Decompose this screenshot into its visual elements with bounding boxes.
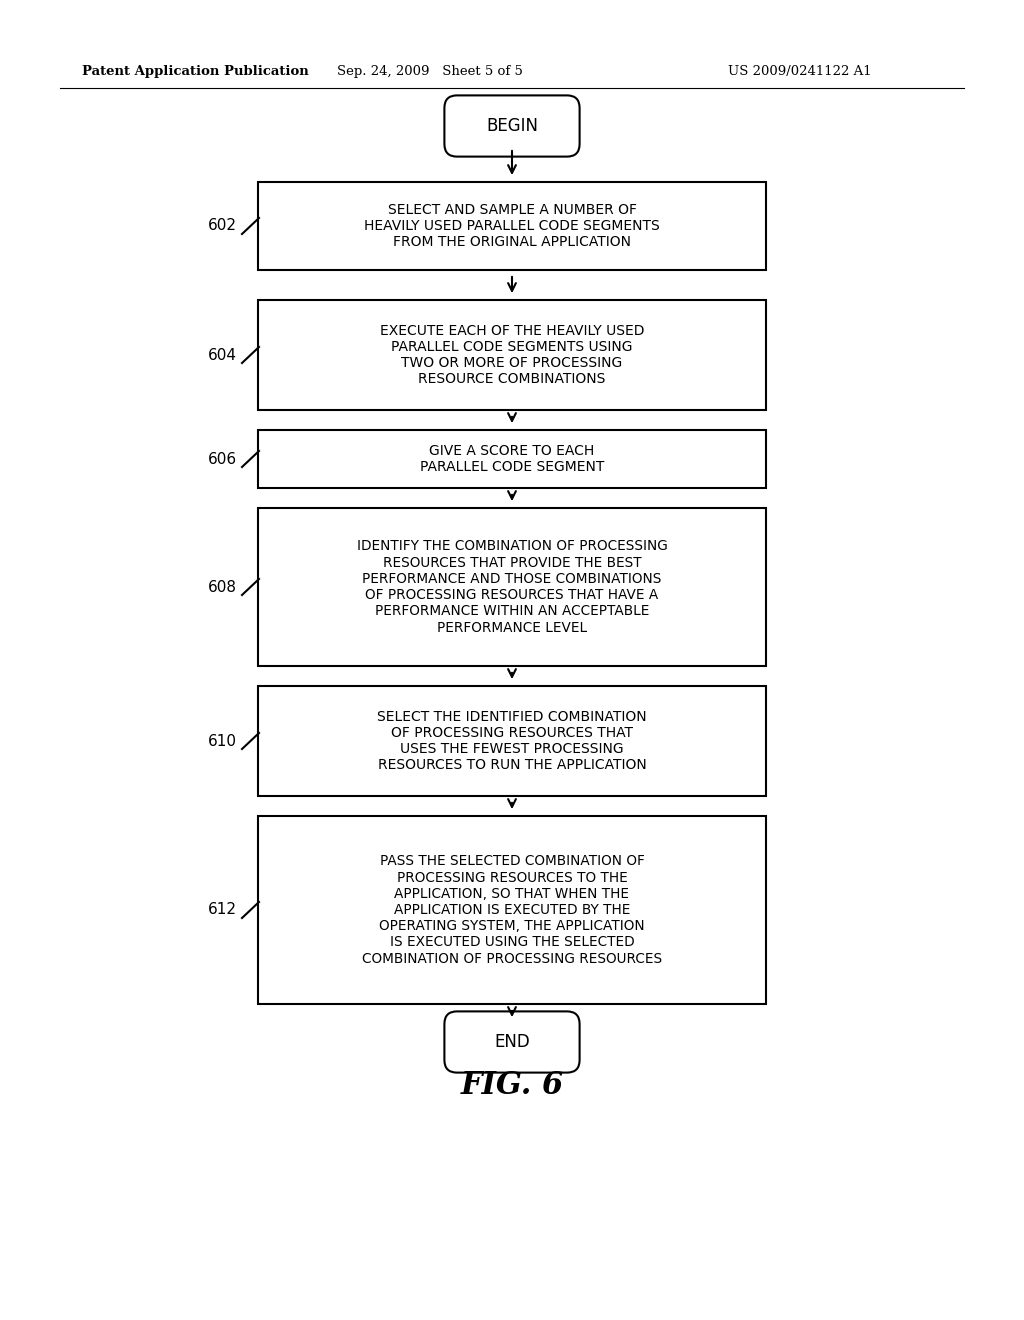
Text: IDENTIFY THE COMBINATION OF PROCESSING
RESOURCES THAT PROVIDE THE BEST
PERFORMAN: IDENTIFY THE COMBINATION OF PROCESSING R… bbox=[356, 540, 668, 635]
Text: 608: 608 bbox=[208, 579, 237, 594]
FancyBboxPatch shape bbox=[444, 95, 580, 157]
Text: Patent Application Publication: Patent Application Publication bbox=[82, 66, 309, 78]
Text: END: END bbox=[495, 1034, 529, 1051]
Text: GIVE A SCORE TO EACH
PARALLEL CODE SEGMENT: GIVE A SCORE TO EACH PARALLEL CODE SEGME… bbox=[420, 444, 604, 474]
Text: BEGIN: BEGIN bbox=[486, 117, 538, 135]
Bar bbox=[258, 508, 766, 667]
Text: 606: 606 bbox=[208, 451, 237, 466]
Text: SELECT AND SAMPLE A NUMBER OF
HEAVILY USED PARALLEL CODE SEGMENTS
FROM THE ORIGI: SELECT AND SAMPLE A NUMBER OF HEAVILY US… bbox=[365, 203, 659, 249]
Bar bbox=[258, 816, 766, 1005]
Text: 604: 604 bbox=[208, 347, 237, 363]
Text: US 2009/0241122 A1: US 2009/0241122 A1 bbox=[728, 66, 871, 78]
Text: PASS THE SELECTED COMBINATION OF
PROCESSING RESOURCES TO THE
APPLICATION, SO THA: PASS THE SELECTED COMBINATION OF PROCESS… bbox=[361, 854, 663, 966]
Text: Sep. 24, 2009   Sheet 5 of 5: Sep. 24, 2009 Sheet 5 of 5 bbox=[337, 66, 523, 78]
Text: EXECUTE EACH OF THE HEAVILY USED
PARALLEL CODE SEGMENTS USING
TWO OR MORE OF PRO: EXECUTE EACH OF THE HEAVILY USED PARALLE… bbox=[380, 323, 644, 387]
Bar bbox=[258, 430, 766, 488]
Bar bbox=[258, 300, 766, 411]
Text: SELECT THE IDENTIFIED COMBINATION
OF PROCESSING RESOURCES THAT
USES THE FEWEST P: SELECT THE IDENTIFIED COMBINATION OF PRO… bbox=[377, 710, 647, 772]
Bar bbox=[258, 686, 766, 796]
Text: 612: 612 bbox=[208, 903, 237, 917]
Text: 610: 610 bbox=[208, 734, 237, 748]
Bar bbox=[258, 182, 766, 271]
Text: 602: 602 bbox=[208, 219, 237, 234]
Text: FIG. 6: FIG. 6 bbox=[461, 1069, 563, 1101]
FancyBboxPatch shape bbox=[444, 1011, 580, 1073]
